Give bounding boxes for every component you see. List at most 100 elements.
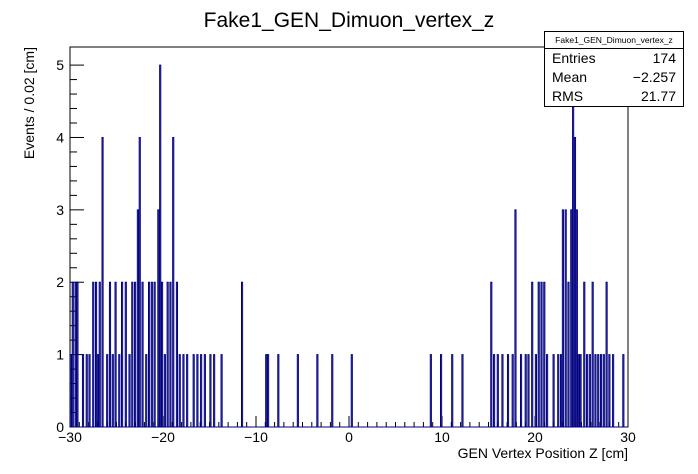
histogram-bin xyxy=(71,281,74,427)
y-tick-label: 0 xyxy=(56,419,64,435)
histogram-bin xyxy=(612,354,615,427)
histogram-bin xyxy=(506,354,510,427)
histogram-bin xyxy=(546,354,549,427)
histogram-bin xyxy=(134,281,137,427)
histogram-bin xyxy=(277,354,280,427)
histogram-bin xyxy=(147,281,151,427)
entries-value: 174 xyxy=(652,50,676,66)
y-tick-label: 3 xyxy=(56,202,64,218)
histogram-bin xyxy=(265,354,268,427)
histogram-bin xyxy=(118,354,121,427)
histogram-bin xyxy=(209,354,212,427)
x-tick-label: 30 xyxy=(620,429,636,445)
histogram-bin xyxy=(186,354,189,427)
histogram-bin xyxy=(141,281,144,427)
histogram-bin xyxy=(240,281,244,427)
histogram-bin xyxy=(157,209,160,427)
x-axis-label: GEN Vertex Position Z [cm] xyxy=(458,445,628,461)
histogram-bin xyxy=(561,209,564,427)
histogram-bin xyxy=(496,354,499,427)
stats-box-title: Fake1_GEN_Dimuon_vertex_z xyxy=(545,32,683,49)
histogram-bin xyxy=(490,281,493,427)
histogram-bin xyxy=(597,354,600,427)
histogram-bin xyxy=(203,354,206,427)
histogram-bin xyxy=(121,281,124,427)
histogram-bin xyxy=(461,354,464,427)
y-tick-label: 4 xyxy=(56,129,64,145)
x-tick-label: −30 xyxy=(58,429,82,445)
histogram-bin xyxy=(172,136,175,427)
rms-value: 21.77 xyxy=(640,88,676,104)
histogram-bin xyxy=(519,354,523,427)
histogram-bin xyxy=(557,354,560,427)
mean-label: Mean xyxy=(552,69,588,85)
histogram-bin xyxy=(163,354,166,427)
histogram-bin xyxy=(101,136,104,427)
histogram-bin xyxy=(602,354,605,427)
histogram-bin xyxy=(534,354,537,427)
histogram-bin xyxy=(213,354,216,427)
histogram-bin xyxy=(440,354,443,427)
histogram-bin xyxy=(175,281,179,427)
histogram-bin xyxy=(98,281,101,427)
mean-value: −2.257 xyxy=(632,69,676,85)
histogram-bin xyxy=(88,354,91,427)
histogram-bin xyxy=(429,354,432,427)
histogram-bin xyxy=(564,209,567,427)
histogram-bin xyxy=(96,354,99,427)
histogram-bin xyxy=(196,354,199,427)
histogram-bin xyxy=(577,354,580,427)
stats-row-rms: RMS 21.77 xyxy=(545,87,683,106)
histogram-bin xyxy=(559,354,563,427)
histogram-bin xyxy=(572,64,575,427)
histogram-bin xyxy=(540,281,543,427)
histogram-bars xyxy=(69,64,628,428)
histogram-bin xyxy=(599,354,603,427)
histogram-bin xyxy=(588,354,591,427)
histogram-bin xyxy=(331,354,334,427)
entries-label: Entries xyxy=(552,50,596,66)
x-tick-label: 0 xyxy=(345,429,353,445)
x-tick-label: −10 xyxy=(244,429,268,445)
x-tick-label: 10 xyxy=(434,429,450,445)
histogram-bin xyxy=(108,281,112,427)
histogram-bin xyxy=(567,281,570,427)
histogram-bin xyxy=(591,281,594,427)
histogram-bin xyxy=(605,281,608,427)
y-tick-label: 1 xyxy=(56,347,64,363)
histogram-bin xyxy=(350,354,353,427)
histogram-bin xyxy=(159,64,162,427)
histogram-bin xyxy=(296,354,299,427)
histogram-bin xyxy=(316,354,319,427)
histogram-bin xyxy=(493,354,496,427)
histogram-bin xyxy=(76,281,79,427)
histogram-bin xyxy=(85,354,88,427)
chart-title: Fake1_GEN_Dimuon_vertex_z xyxy=(204,9,495,32)
histogram-bin xyxy=(92,281,95,427)
histogram-bin xyxy=(111,354,114,427)
histogram-bin xyxy=(131,281,134,427)
histogram-bin xyxy=(178,354,181,427)
histogram-bin xyxy=(150,281,153,427)
histogram-bin xyxy=(586,354,589,427)
histogram-bin xyxy=(166,281,169,427)
histogram-bin xyxy=(531,281,534,427)
histogram-bin xyxy=(543,281,546,427)
histogram-bin xyxy=(524,354,527,427)
histogram-bin xyxy=(138,136,141,427)
histogram-bin xyxy=(74,281,77,427)
histogram-bin xyxy=(69,354,72,427)
y-axis-label: Events / 0.02 [cm] xyxy=(21,47,37,159)
histogram-bin xyxy=(570,209,573,427)
y-tick-label: 5 xyxy=(56,57,64,73)
histogram-bin xyxy=(451,354,454,427)
histogram-bin xyxy=(501,354,504,427)
histogram-bin xyxy=(114,281,117,427)
histogram-bin xyxy=(594,354,597,427)
histogram-bin xyxy=(552,354,555,427)
stats-row-mean: Mean −2.257 xyxy=(545,68,683,87)
histogram-bin xyxy=(267,354,270,427)
x-tick-label: −20 xyxy=(151,429,175,445)
histogram-bin xyxy=(94,281,98,427)
